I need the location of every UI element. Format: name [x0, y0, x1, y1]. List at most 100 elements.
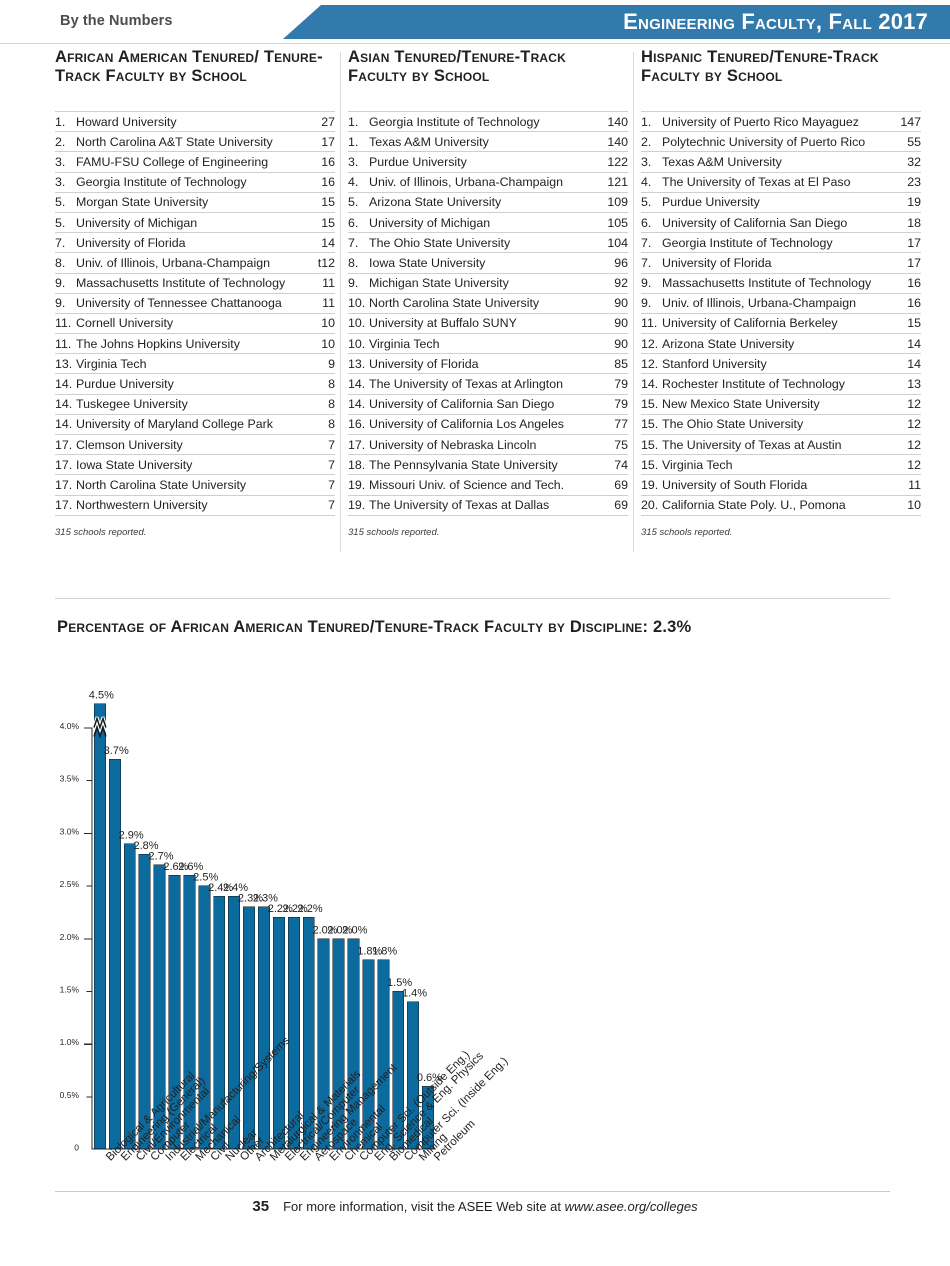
- rank-number: 9.: [55, 276, 66, 291]
- school-name: North Carolina State University: [76, 477, 247, 492]
- faculty-count: 11: [322, 276, 335, 291]
- school-name: Univ. of Illinois, Urbana-Champaign: [76, 255, 270, 270]
- bar: [258, 906, 270, 1149]
- faculty-count: 140: [607, 114, 628, 129]
- bar: [93, 703, 106, 1149]
- rank-number: 20.: [641, 498, 659, 513]
- bar: [392, 990, 405, 1149]
- table-row: 1. Georgia Institute of Technology 140: [348, 111, 628, 133]
- rank-number: 13.: [348, 356, 366, 371]
- rank-number: 12.: [641, 336, 659, 351]
- rank-number: 14.: [641, 377, 659, 392]
- faculty-count: 8: [328, 397, 335, 412]
- rank-number: 7.: [348, 235, 359, 250]
- table-row: 6. University of Michigan 105: [348, 213, 628, 234]
- bar-value-label: 2.7%: [148, 849, 174, 862]
- school-name: Georgia Institute of Technology: [662, 235, 833, 250]
- table-row: 14. Tuskegee University 8: [55, 395, 335, 415]
- school-name: Howard University: [76, 114, 177, 129]
- rank-number: 11.: [55, 336, 72, 351]
- rank-number: 14.: [55, 417, 73, 432]
- table-row: 17. North Carolina State University 7: [55, 475, 335, 496]
- bar: [317, 938, 330, 1149]
- faculty-count: 16: [321, 154, 335, 169]
- rank-number: 13.: [55, 356, 73, 371]
- y-axis-tick-label: 1.0%: [59, 1037, 79, 1048]
- rank-number: 2.: [641, 134, 652, 149]
- bar-value-label: 2.6%: [178, 860, 204, 873]
- faculty-count: 15: [321, 215, 335, 230]
- bar: [302, 917, 315, 1149]
- school-name: University of Maryland College Park: [76, 417, 273, 432]
- bar: [198, 885, 211, 1149]
- faculty-count: t12: [317, 255, 335, 270]
- rank-number: 7.: [641, 235, 652, 250]
- column-separator: [340, 52, 341, 552]
- bar: [213, 896, 226, 1149]
- asee-website-link[interactable]: www.asee.org/colleges: [564, 1199, 698, 1214]
- bar-value-label: 2.0%: [327, 923, 353, 936]
- table-row: 2. North Carolina A&T State University 17: [55, 132, 335, 153]
- page-footer: 35 For more information, visit the ASEE W…: [0, 1198, 950, 1215]
- table-row: 3. Texas A&M University 32: [641, 152, 921, 173]
- y-axis-tick-label: 2.5%: [59, 879, 79, 890]
- rank-number: 3.: [55, 154, 66, 169]
- rank-number: 5.: [641, 195, 652, 210]
- bar-value-label: 3.7%: [103, 744, 129, 757]
- bar: [332, 938, 345, 1149]
- rank-number: 9.: [641, 296, 652, 311]
- table-row: 9. Michigan State University 92: [348, 274, 628, 294]
- rank-number: 11.: [641, 316, 658, 331]
- table-row: 15. Virginia Tech 12: [641, 455, 921, 476]
- faculty-count: 10: [321, 316, 335, 331]
- column-title: African American Tenured/ Tenure-Track F…: [55, 48, 323, 85]
- page-number: 35: [252, 1198, 270, 1215]
- table-row: 11. Cornell University 10: [55, 314, 335, 335]
- y-axis-tick: [86, 885, 92, 887]
- rank-number: 17.: [348, 437, 366, 452]
- rank-number: 14.: [348, 397, 366, 412]
- rank-number: 9.: [641, 276, 652, 291]
- table-row: 15. The University of Texas at Austin 12: [641, 435, 921, 456]
- school-name: University of California Berkeley: [662, 316, 838, 331]
- faculty-count: 10: [907, 498, 921, 513]
- y-axis-tick: [86, 990, 92, 992]
- column-title: Asian Tenured/Tenure-Track Faculty by Sc…: [348, 48, 567, 85]
- table-row: 9. Massachusetts Institute of Technology 1…: [641, 274, 921, 294]
- school-name: Univ. of Illinois, Urbana-Champaign: [369, 175, 563, 190]
- table-row: 9. Univ. of Illinois, Urbana-Champaign 16: [641, 294, 921, 314]
- table-row: 12. Arizona State University 14: [641, 334, 921, 355]
- rank-number: 10.: [348, 296, 366, 311]
- faculty-count: 16: [321, 175, 335, 190]
- table-row: 5. Arizona State University 109: [348, 193, 628, 213]
- rank-number: 3.: [55, 175, 66, 190]
- faculty-count: 7: [328, 498, 335, 513]
- y-axis-tick: [86, 780, 92, 782]
- school-name: Texas A&M University: [369, 134, 489, 149]
- bar: [168, 875, 181, 1149]
- rank-number: 3.: [348, 154, 359, 169]
- school-name: The University of Texas at Arlington: [369, 377, 563, 392]
- footer-divider: [55, 1191, 890, 1192]
- table-row: 5. Morgan State University 15: [55, 193, 335, 213]
- faculty-count: 12: [907, 397, 921, 412]
- bar-value-label: 2.4%: [208, 881, 234, 894]
- discipline-bar-chart: 0 0.5% 1.0% 1.5% 2.0% 2.5% 3.0% 3.5% 4.0% 4.5% 3.…: [0, 645, 950, 1165]
- rank-number: 8.: [348, 255, 359, 270]
- table-row: 7. Georgia Institute of Technology 17: [641, 233, 921, 254]
- bar: [153, 864, 166, 1149]
- school-name: University of Florida: [76, 235, 186, 250]
- rank-number: 14.: [348, 377, 366, 392]
- bar-value-label: 2.5%: [193, 870, 219, 884]
- faculty-count: 12: [907, 417, 921, 432]
- page-title: Engineering Faculty, Fall 2017: [623, 9, 928, 34]
- bar-value-label: 2.2%: [267, 902, 293, 915]
- rank-number: 1.: [641, 114, 652, 129]
- rank-number: 1.: [348, 114, 359, 129]
- header-blue-banner: [283, 5, 950, 39]
- faculty-count: 19: [907, 195, 921, 210]
- bar: [123, 843, 136, 1149]
- bar: [287, 917, 300, 1149]
- bar: [183, 875, 196, 1149]
- y-axis-tick: [84, 938, 92, 940]
